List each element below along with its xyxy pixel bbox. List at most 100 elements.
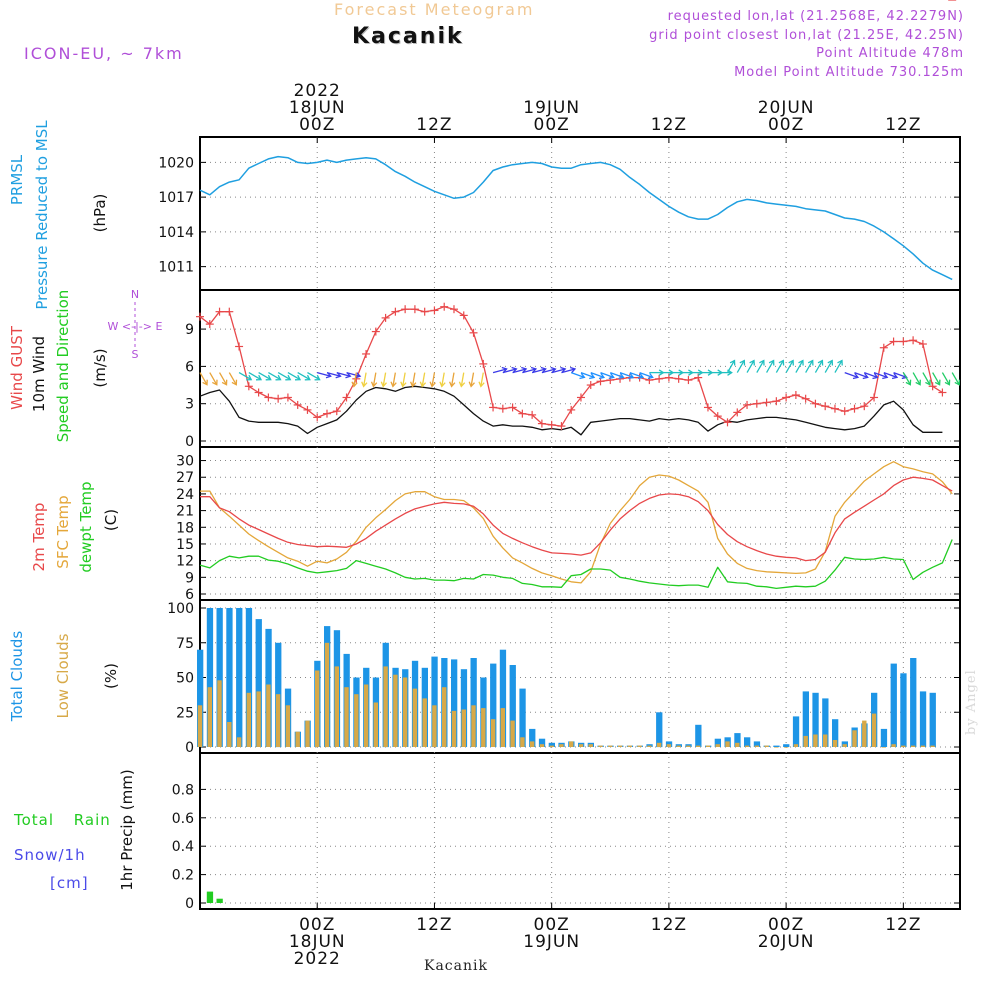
low-cloud-bar [705,745,711,747]
gust-marker [723,418,732,427]
total-cloud-bar [753,741,761,747]
low-cloud-bar [735,742,740,747]
wind-direction-arrow [610,371,625,380]
low-cloud-bar [422,698,427,747]
arrow-shaft [844,371,859,379]
low-cloud-bar [656,742,662,747]
y-tick-label: 1011 [158,260,194,276]
low-cloud-bar [324,642,330,748]
low-cloud-bar [285,705,291,747]
arrow-head [294,374,302,381]
wind-direction-arrow [775,359,785,373]
time-label-top: 12Z [651,115,687,135]
model-name: ICON-EU, ~ 7km [24,44,184,63]
gust-marker [713,412,722,421]
low-cloud-bar [354,694,359,747]
total-cloud-bar [734,733,741,747]
arrow-head [246,374,253,381]
low-cloud-bar [832,740,838,747]
gust-marker [537,419,546,428]
low-cloud-bar [500,708,505,747]
gust-marker [215,307,224,316]
low-cloud-bar [559,744,564,747]
low-cloud-bar [598,745,603,747]
time-label-top: 20JUN [758,98,815,118]
low-cloud-bar [442,687,447,747]
low-cloud-bar [236,737,242,747]
low-cloud-bar [852,730,857,747]
wind-direction-arrow [429,372,436,388]
total-cloud-bar [656,712,663,748]
arrow-head [285,374,292,381]
low-cloud-bar [920,745,926,747]
clouds-unit-label: (%) [102,663,120,689]
arrow-head [891,373,899,380]
total-cloud-bar [519,688,526,747]
arrow-head [202,379,208,386]
arrow-head [335,372,342,379]
gust-marker [362,349,371,358]
gust-marker [332,407,341,416]
arrow-head [768,359,775,366]
total-cloud-bar [812,692,819,747]
time-label-bottom: 12Z [416,915,452,935]
arrow-shaft [541,368,556,374]
wind-direction-arrow [400,372,407,388]
wind-direction-arrow [468,372,475,388]
wind-direction-arrow [883,371,899,380]
wind-direction-arrow [619,371,635,380]
arrow-shaft [307,372,320,381]
wind-direction-arrow [873,371,889,380]
station-name: Kacanik [352,24,464,49]
arrow-head [255,374,263,381]
low-cloud-bar [813,734,818,747]
y-tick-label: 0.4 [172,839,194,855]
arrow-head [501,366,508,374]
arrow-head [221,379,228,386]
arrow-shaft [726,360,736,373]
time-label-bottom: 20JUN [758,932,815,952]
wind-direction-arrow [512,366,528,374]
arrow-head [304,374,311,381]
wind-direction-arrow [570,371,586,380]
snow-unit-label: [cm] [50,874,89,892]
low-cloud-bar [881,747,886,748]
wind-direction-arrow [307,372,321,381]
total-cloud-bar [216,608,223,747]
wind-direction-arrow [941,372,951,386]
wind-direction-arrow [361,372,368,388]
gust-marker [655,374,664,383]
arrow-shaft [431,372,436,387]
arrow-shaft [218,372,228,386]
low-cloud-bar [266,684,271,747]
arrow-head [275,374,282,381]
sfc-temp-line [200,461,953,584]
wind-direction-arrow [551,366,567,374]
time-label-top: 12Z [416,115,452,135]
arrow-shaft [629,371,644,379]
arrow-head [778,359,785,366]
wind-direction-arrow [439,372,446,388]
gust-marker [274,394,283,403]
arrow-shaft [736,360,745,373]
low-cloud-bar [481,708,486,747]
arrow-head [449,381,456,388]
arrow-shaft [814,360,823,373]
y-tick-label: 0 [185,434,194,450]
arrow-shaft [551,368,566,374]
low-cloud-bar [676,745,681,747]
wind-direction-arrow [736,359,746,373]
wind-direction-arrow [478,372,485,388]
low-cloud-bar [764,745,769,747]
wind-direction-arrow [268,372,282,381]
low-cloud-bar [617,745,623,747]
low-cloud-bar [295,731,300,747]
gust-marker [811,399,820,408]
time-label-bottom: 12Z [651,915,687,935]
gust-marker [440,302,449,311]
arrow-shaft [785,360,794,373]
gust-marker [342,393,351,402]
low-cloud-bar [539,744,545,747]
y-tick-label: 0.8 [172,782,194,798]
